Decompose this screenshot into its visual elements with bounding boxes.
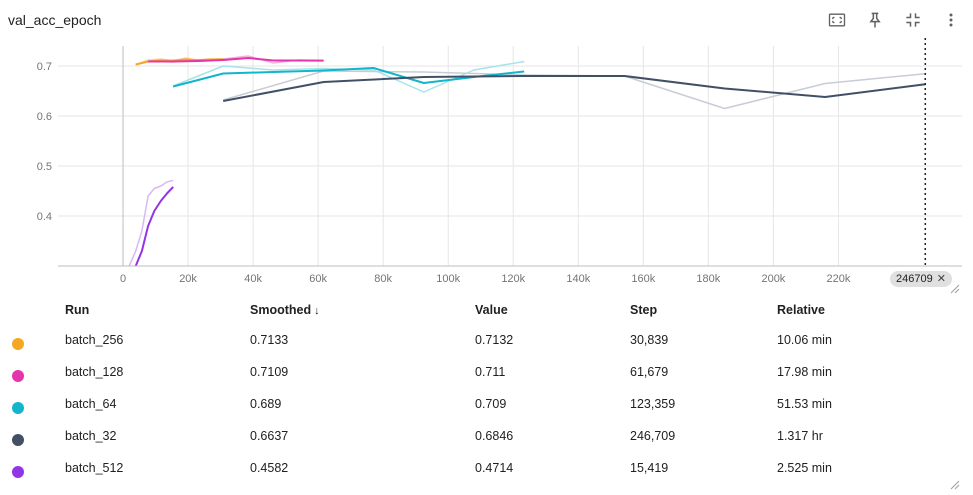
x-tick-label: 80k [374,273,392,285]
series-layer [128,55,926,266]
table-row: batch_128 0.7109 0.711 61,679 17.98 min [0,356,973,388]
smoothed-cell: 0.689 [250,397,282,411]
sort-arrow-icon: ↓ [314,305,320,317]
x-tick-label: 20k [179,273,197,285]
grid [58,46,962,266]
pin-icon[interactable] [861,8,889,32]
smoothed-cell: 0.4582 [250,461,289,475]
x-tick-label: 100k [436,273,460,285]
step-column-header[interactable]: Step [630,303,658,317]
smoothed-series-line-batch_128 [148,57,324,63]
run-color-dot[interactable] [12,434,24,446]
x-tick-label: 40k [244,273,262,285]
fit-domain-icon[interactable] [823,8,851,32]
run-cell: batch_256 [65,333,124,347]
smoothed-series-line-batch_64 [172,67,525,88]
x-tick-label: 60k [309,273,327,285]
color-cell [0,452,65,484]
card-title: val_acc_epoch [8,12,102,28]
step-cursor-chip[interactable]: 246709 ✕ [890,271,952,287]
run-column-header[interactable]: Run [65,303,90,317]
resize-handle-icon[interactable] [950,284,960,294]
table-header-row: Run Smoothed ↓ Value Step Relative [0,296,973,324]
step-cell: 15,419 [630,461,669,475]
run-color-dot[interactable] [12,338,24,350]
relative-column-header[interactable]: Relative [777,303,825,317]
smoothed-series-line-batch_32 [223,75,926,102]
run-cell: batch_64 [65,397,117,411]
raw-series-line-batch_512 [128,179,174,266]
x-tick-label: 120k [501,273,525,285]
line-chart[interactable]: 0.4 0.5 0.6 0.7 0 20k 40k 60k 80k 100k 120k 140k 160… [0,38,973,288]
color-cell [0,420,65,452]
relative-cell: 1.317 hr [777,429,823,443]
table-row: batch_64 0.689 0.709 123,359 51.53 min [0,388,973,420]
smoothed-column-header[interactable]: Smoothed ↓ [250,296,475,324]
smoothed-header-label: Smoothed [250,303,312,317]
step-cell: 61,679 [630,365,669,379]
color-column-header [0,296,65,324]
table-row: batch_512 0.4582 0.4714 15,419 2.525 min [0,452,973,484]
more-vert-icon[interactable] [937,8,965,32]
y-tick-label: 0.4 [37,211,52,223]
y-tick-label: 0.7 [37,61,52,73]
color-cell [0,388,65,420]
run-color-dot[interactable] [12,370,24,382]
step-cell: 123,359 [630,397,676,411]
collapse-icon[interactable] [899,8,927,32]
y-tick-label: 0.6 [37,111,52,123]
x-tick-label: 180k [696,273,720,285]
color-cell [0,356,65,388]
table-resize-handle-icon[interactable] [950,480,960,490]
run-color-dot[interactable] [12,466,24,478]
relative-cell: 10.06 min [777,333,832,347]
smoothed-series-line-batch_512 [134,186,174,266]
value-column-header[interactable]: Value [475,303,508,317]
run-cell: batch_512 [65,461,124,475]
value-cell: 0.7132 [475,333,514,347]
value-cell: 0.709 [475,397,507,411]
color-cell [0,324,65,356]
value-cell: 0.4714 [475,461,514,475]
value-cell: 0.711 [475,365,506,379]
relative-cell: 2.525 min [777,461,832,475]
smoothed-cell: 0.7133 [250,333,289,347]
relative-cell: 17.98 min [777,365,832,379]
x-tick-label: 0 [120,273,126,285]
smoothed-cell: 0.7109 [250,365,289,379]
runs-table: Run Smoothed ↓ Value Step Relative batch_… [0,296,973,484]
axes: 0.4 0.5 0.6 0.7 0 20k 40k 60k 80k 100k 120k 140k 160… [37,38,962,285]
value-cell: 0.6846 [475,429,514,443]
relative-cell: 51.53 min [777,397,832,411]
smoothed-cell: 0.6637 [250,429,289,443]
x-tick-label: 220k [827,273,851,285]
step-cell: 30,839 [630,333,669,347]
table-row: batch_256 0.7133 0.7132 30,839 10.06 min [0,324,973,356]
y-tick-label: 0.5 [37,161,52,173]
close-icon[interactable]: ✕ [936,273,946,285]
step-cell: 246,709 [630,429,676,443]
x-tick-label: 160k [631,273,655,285]
table-row: batch_32 0.6637 0.6846 246,709 1.317 hr [0,420,973,452]
card-toolbar [823,8,965,32]
step-cursor-label: 246709 [896,273,933,285]
x-tick-label: 200k [761,273,785,285]
x-tick-label: 140k [566,273,590,285]
run-cell: batch_32 [65,429,117,443]
run-cell: batch_128 [65,365,124,379]
run-color-dot[interactable] [12,402,24,414]
